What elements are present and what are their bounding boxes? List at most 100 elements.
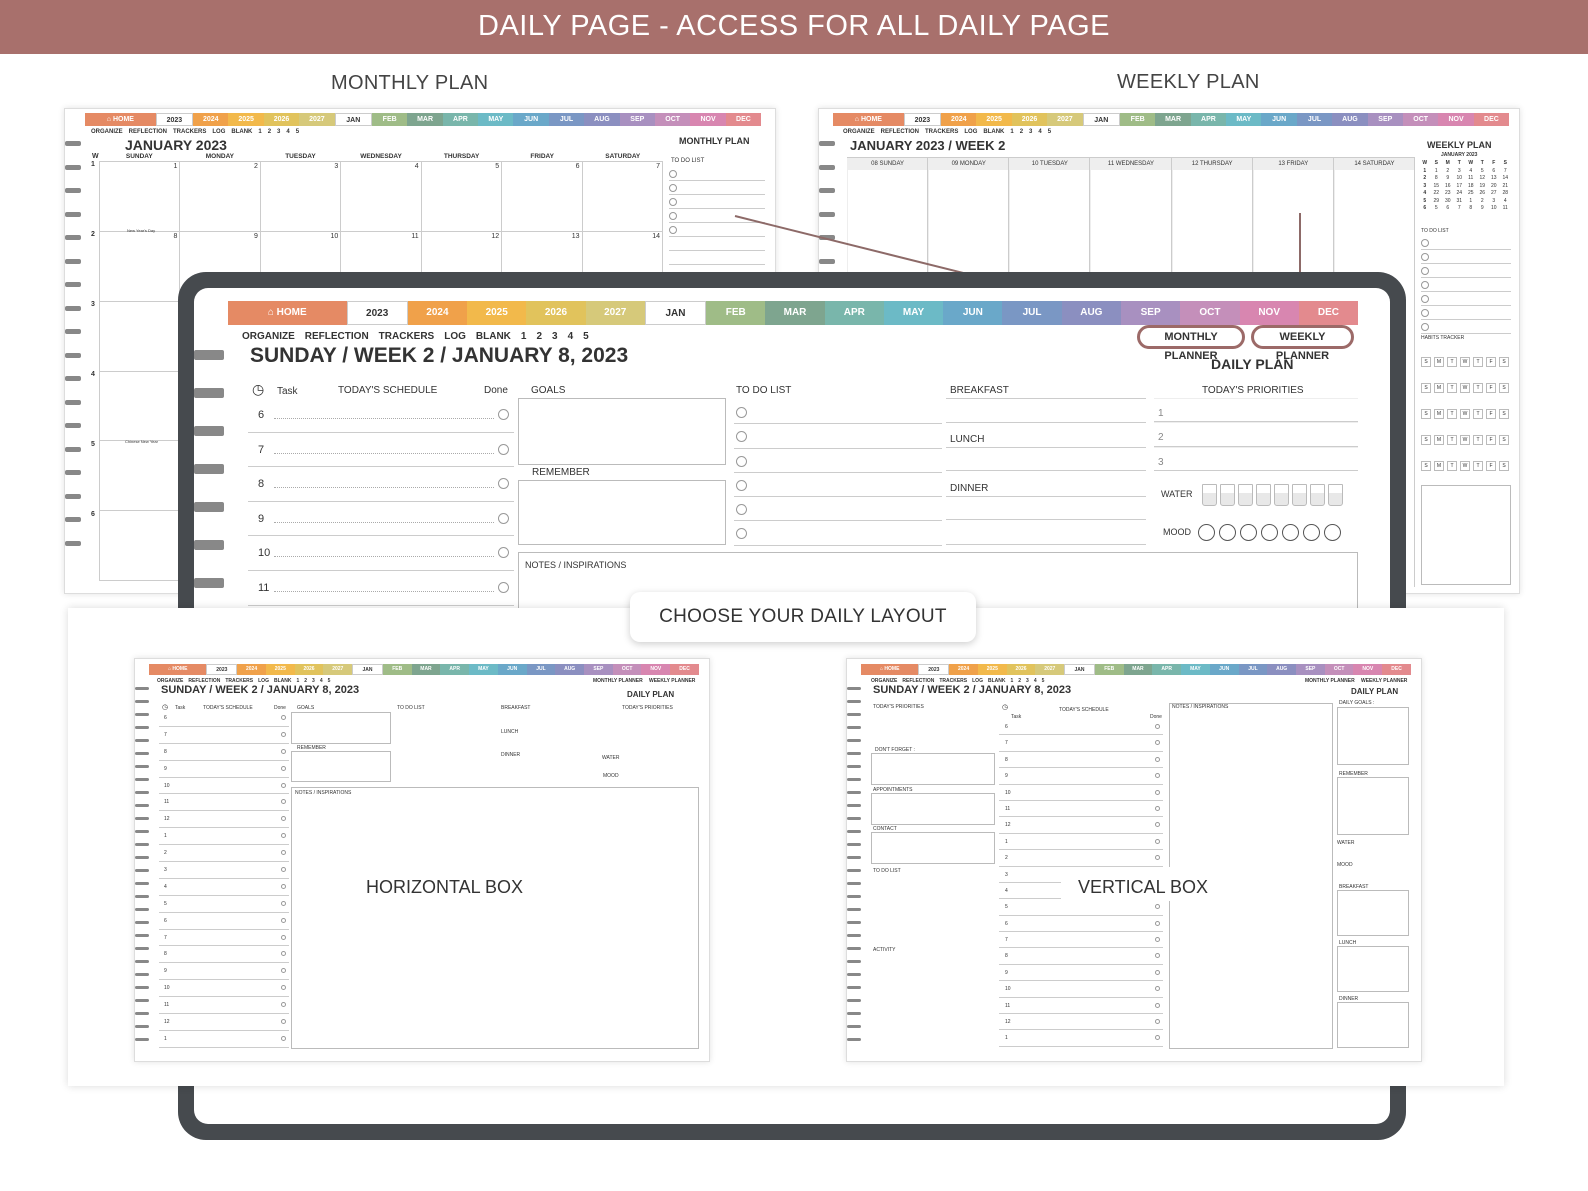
- tab-home[interactable]: ⌂ HOME: [149, 664, 207, 675]
- monthly-planner-button[interactable]: MONTHLY PLANNER: [1137, 325, 1245, 362]
- nav-1[interactable]: 1: [258, 129, 262, 135]
- done-checkbox[interactable]: [281, 715, 286, 720]
- habit-day[interactable]: T: [1447, 357, 1457, 367]
- day-cell[interactable]: 3: [260, 162, 342, 232]
- tab-2027[interactable]: 2027: [299, 113, 335, 126]
- schedule-row[interactable]: 10: [159, 778, 289, 795]
- done-checkbox[interactable]: [1155, 740, 1160, 746]
- tab-2027[interactable]: 2027: [323, 664, 353, 675]
- done-checkbox[interactable]: [1155, 756, 1160, 762]
- habit-day[interactable]: F: [1486, 409, 1496, 419]
- done-checkbox[interactable]: [1155, 937, 1160, 943]
- mini-cal-day[interactable]: 28: [1502, 190, 1509, 196]
- habit-day[interactable]: S: [1421, 461, 1431, 471]
- schedule-row[interactable]: 2: [159, 845, 289, 863]
- tab-may[interactable]: MAY: [469, 664, 498, 675]
- habit-day[interactable]: T: [1473, 461, 1483, 471]
- done-checkbox[interactable]: [498, 581, 509, 593]
- nav-3[interactable]: 3: [1029, 129, 1033, 135]
- schedule-row[interactable]: 9: [999, 768, 1163, 785]
- done-checkbox[interactable]: [1155, 724, 1160, 729]
- mini-cal-day[interactable]: 22: [1433, 190, 1440, 196]
- done-checkbox[interactable]: [281, 1035, 286, 1041]
- todo-row[interactable]: [1421, 236, 1511, 250]
- nav-4[interactable]: 4: [286, 129, 290, 135]
- schedule-row[interactable]: 1: [999, 834, 1163, 851]
- mini-cal-day[interactable]: 31: [1456, 197, 1463, 204]
- habit-day[interactable]: T: [1473, 383, 1483, 393]
- nav-trackers[interactable]: TRACKERS: [925, 129, 959, 135]
- habit-day[interactable]: S: [1499, 409, 1509, 419]
- done-checkbox[interactable]: [1155, 789, 1160, 795]
- nav-log[interactable]: LOG: [258, 678, 269, 684]
- todo-row[interactable]: [1421, 306, 1511, 320]
- mood-face-icon[interactable]: [1303, 524, 1320, 541]
- done-checkbox[interactable]: [281, 731, 286, 737]
- mini-cal-day[interactable]: 26: [1479, 190, 1486, 196]
- done-checkbox[interactable]: [498, 409, 509, 420]
- tab-dec[interactable]: DEC: [670, 664, 699, 675]
- nav-reflection[interactable]: REFLECTION: [902, 678, 935, 684]
- habit-day[interactable]: S: [1499, 435, 1509, 445]
- tab-aug[interactable]: AUG: [555, 664, 585, 675]
- schedule-row[interactable]: 10: [999, 785, 1163, 801]
- done-checkbox[interactable]: [281, 917, 286, 923]
- water-glass-icon[interactable]: [1220, 484, 1235, 506]
- nav-3[interactable]: 3: [312, 678, 315, 684]
- tab-sep[interactable]: SEP: [1367, 113, 1403, 126]
- schedule-row[interactable]: 8: [999, 948, 1163, 965]
- done-checkbox[interactable]: [281, 799, 286, 805]
- tab-oct[interactable]: OCT: [1324, 664, 1354, 675]
- todo-row[interactable]: [669, 167, 765, 181]
- tab-jan[interactable]: JAN: [352, 664, 383, 675]
- schedule-row[interactable]: 6: [248, 398, 514, 433]
- mini-cal-day[interactable]: 23: [1444, 190, 1451, 196]
- tab-2024[interactable]: 2024: [193, 113, 229, 126]
- todo-row[interactable]: [1421, 250, 1511, 264]
- habit-day[interactable]: T: [1447, 409, 1457, 419]
- tab-2025[interactable]: 2025: [228, 113, 264, 126]
- done-checkbox[interactable]: [281, 934, 286, 940]
- nav-5[interactable]: 5: [295, 129, 300, 135]
- schedule-row[interactable]: 1: [999, 1030, 1163, 1047]
- nav-3[interactable]: 3: [277, 129, 281, 135]
- habit-day[interactable]: M: [1434, 409, 1444, 419]
- habit-day[interactable]: W: [1460, 409, 1470, 419]
- day-cell[interactable]: 5: [421, 162, 503, 232]
- done-checkbox[interactable]: [498, 512, 509, 524]
- day-cell[interactable]: 4: [341, 162, 422, 232]
- tab-aug[interactable]: AUG: [1267, 664, 1297, 675]
- done-checkbox[interactable]: [498, 547, 509, 559]
- tab-2026[interactable]: 2026: [263, 113, 300, 126]
- weekly-planner-button[interactable]: WEEKLY PLANNER: [1251, 325, 1354, 362]
- mini-cal-day[interactable]: 10: [1456, 175, 1463, 181]
- tab-nov[interactable]: NOV: [1438, 113, 1474, 126]
- tab-dec[interactable]: DEC: [1382, 664, 1411, 675]
- habit-day[interactable]: T: [1473, 435, 1483, 445]
- mini-cal-day[interactable]: 14: [1502, 175, 1509, 181]
- mini-cal-day[interactable]: 11: [1502, 205, 1508, 211]
- tab-sep[interactable]: SEP: [584, 664, 613, 675]
- nav-organize[interactable]: ORGANIZE: [871, 678, 898, 684]
- checkbox[interactable]: [736, 479, 747, 491]
- habit-day[interactable]: S: [1421, 435, 1431, 445]
- tab-jan[interactable]: JAN: [1064, 664, 1095, 675]
- nav-3[interactable]: 3: [552, 331, 558, 342]
- done-checkbox[interactable]: [1155, 904, 1160, 910]
- checkbox[interactable]: [1421, 253, 1429, 261]
- done-checkbox[interactable]: [1155, 969, 1160, 975]
- mini-cal-day[interactable]: 15: [1433, 182, 1440, 189]
- checkbox[interactable]: [1421, 267, 1429, 275]
- mood-face-icon[interactable]: [1240, 524, 1257, 541]
- mini-cal-day[interactable]: 3: [1492, 197, 1496, 204]
- tab-jun[interactable]: JUN: [513, 113, 549, 126]
- nav-blank[interactable]: BLANK: [987, 678, 1006, 684]
- water-glass-icon[interactable]: [1256, 484, 1271, 506]
- tab-sep[interactable]: SEP: [619, 113, 655, 126]
- schedule-row[interactable]: 11: [999, 998, 1163, 1015]
- mini-cal-day[interactable]: 10: [1490, 205, 1497, 211]
- schedule-row[interactable]: 12: [159, 811, 289, 829]
- tab-nov[interactable]: NOV: [1239, 301, 1299, 325]
- done-checkbox[interactable]: [1155, 920, 1160, 926]
- done-checkbox[interactable]: [281, 816, 286, 822]
